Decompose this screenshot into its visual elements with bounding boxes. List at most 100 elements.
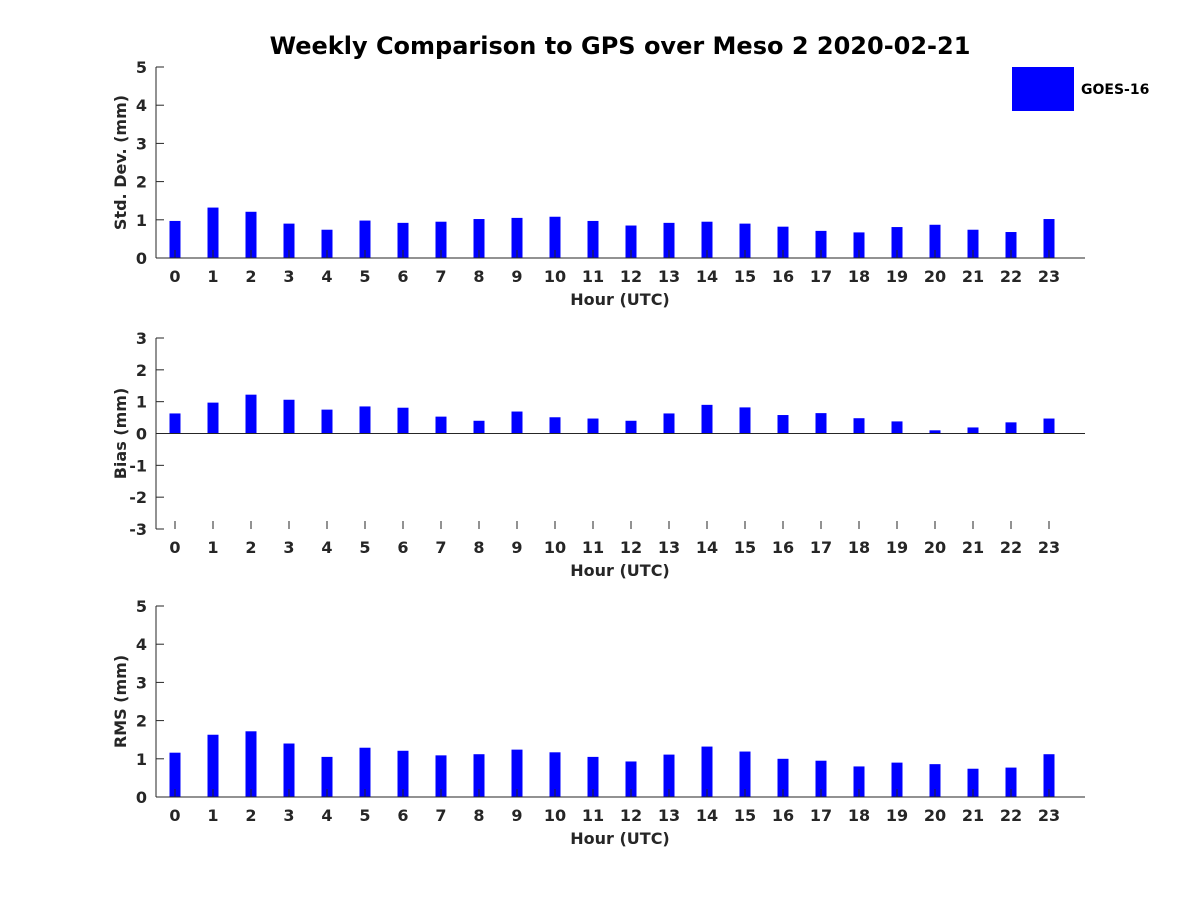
rms-bar-12 [625, 761, 637, 797]
rms-x-tick-label: 15 [734, 806, 756, 825]
std-dev-bar-3 [283, 223, 295, 258]
rms-x-tick-label: 1 [207, 806, 218, 825]
std-dev-bar-20 [929, 224, 941, 258]
std-dev-bar-22 [1005, 232, 1017, 258]
std-dev-y-tick-label: 4 [136, 96, 147, 115]
rms-x-tick-label: 19 [886, 806, 908, 825]
rms-bar-20 [929, 764, 941, 797]
bias-x-tick-label: 9 [511, 538, 522, 557]
std-dev-x-tick-label: 12 [620, 267, 642, 286]
bias-bar-8 [473, 420, 485, 434]
bias-x-tick-label: 0 [169, 538, 180, 557]
rms-x-tick-label: 4 [321, 806, 332, 825]
rms-x-tick-label: 22 [1000, 806, 1022, 825]
std-dev-bar-7 [435, 221, 447, 258]
std-dev-x-tick-label: 16 [772, 267, 794, 286]
std-dev-bar-4 [321, 229, 333, 258]
bias-x-tick-label: 18 [848, 538, 870, 557]
bias-bar-21 [967, 427, 979, 434]
std-dev-y-axis-label: Std. Dev. (mm) [111, 95, 130, 230]
rms-y-tick-label: 1 [136, 750, 147, 769]
std-dev-bar-13 [663, 222, 675, 258]
std-dev-y-tick-label: 5 [136, 58, 147, 77]
bias-bar-6 [397, 407, 409, 434]
std-dev-bar-9 [511, 217, 523, 258]
std-dev-bar-18 [853, 232, 865, 258]
rms-bar-2 [245, 731, 257, 797]
rms-bar-4 [321, 756, 333, 797]
rms-x-tick-label: 12 [620, 806, 642, 825]
rms-bar-0 [169, 752, 181, 797]
std-dev-y-tick-label: 2 [136, 173, 147, 192]
std-dev-bar-11 [587, 220, 599, 258]
bias-x-tick-label: 12 [620, 538, 642, 557]
std-dev-bar-12 [625, 225, 637, 258]
bias-bar-9 [511, 411, 523, 434]
std-dev-bar-1 [207, 207, 219, 258]
std-dev-bar-0 [169, 220, 181, 258]
bias-x-tick-label: 1 [207, 538, 218, 557]
bias-y-tick-label: -3 [129, 520, 147, 539]
rms-x-tick-label: 14 [696, 806, 718, 825]
std-dev-x-axis-label: Hour (UTC) [570, 290, 670, 309]
std-dev-bar-5 [359, 220, 371, 258]
rms-x-tick-label: 9 [511, 806, 522, 825]
std-dev-bar-17 [815, 230, 827, 258]
bias-x-tick-label: 17 [810, 538, 832, 557]
bias-bar-14 [701, 404, 713, 434]
bias-x-tick-label: 5 [359, 538, 370, 557]
std-dev-x-tick-label: 17 [810, 267, 832, 286]
bias-x-tick-label: 23 [1038, 538, 1060, 557]
rms-bar-13 [663, 754, 675, 797]
bias-x-tick-label: 16 [772, 538, 794, 557]
bias-bar-4 [321, 409, 333, 434]
bias-x-tick-label: 6 [397, 538, 408, 557]
legend: GOES-16 [1012, 67, 1149, 111]
std-dev-x-tick-label: 11 [582, 267, 604, 286]
bias-bar-0 [169, 413, 181, 434]
rms-bar-3 [283, 743, 295, 797]
bias-x-tick-label: 4 [321, 538, 332, 557]
rms-bar-11 [587, 756, 599, 797]
legend-swatch [1012, 67, 1074, 111]
chart-title: Weekly Comparison to GPS over Meso 2 202… [270, 32, 971, 60]
std-dev-x-tick-label: 21 [962, 267, 984, 286]
rms-x-tick-label: 2 [245, 806, 256, 825]
bias-bar-1 [207, 402, 219, 434]
bias-bar-11 [587, 418, 599, 434]
std-dev-x-tick-label: 13 [658, 267, 680, 286]
std-dev-y-tick-label: 0 [136, 249, 147, 268]
std-dev-bar-23 [1043, 219, 1055, 258]
rms-y-axis-label: RMS (mm) [111, 655, 130, 748]
std-dev-bar-2 [245, 211, 257, 258]
bias-bar-18 [853, 418, 865, 434]
std-dev-x-tick-label: 10 [544, 267, 566, 286]
bias-bar-12 [625, 420, 637, 434]
std-dev-x-tick-label: 4 [321, 267, 332, 286]
bias-x-tick-label: 3 [283, 538, 294, 557]
rms-bar-22 [1005, 767, 1017, 797]
bias-y-axis-label: Bias (mm) [111, 388, 130, 480]
bias-x-axis-label: Hour (UTC) [570, 561, 670, 580]
bias-bar-5 [359, 406, 371, 434]
rms-x-tick-label: 16 [772, 806, 794, 825]
bias-bar-3 [283, 399, 295, 434]
bias-x-tick-label: 20 [924, 538, 946, 557]
std-dev-bar-15 [739, 223, 751, 258]
rms-bar-18 [853, 766, 865, 797]
rms-bar-10 [549, 752, 561, 797]
bias-y-tick-label: -1 [129, 456, 147, 475]
bias-x-tick-label: 14 [696, 538, 718, 557]
rms-bar-21 [967, 768, 979, 797]
rms-bar-17 [815, 760, 827, 797]
std-dev-x-tick-label: 7 [435, 267, 446, 286]
std-dev-x-tick-label: 23 [1038, 267, 1060, 286]
bias-bar-16 [777, 415, 789, 434]
std-dev-y-tick-label: 3 [136, 134, 147, 153]
bias-x-tick-label: 10 [544, 538, 566, 557]
bias-x-tick-label: 11 [582, 538, 604, 557]
bias-x-tick-label: 7 [435, 538, 446, 557]
